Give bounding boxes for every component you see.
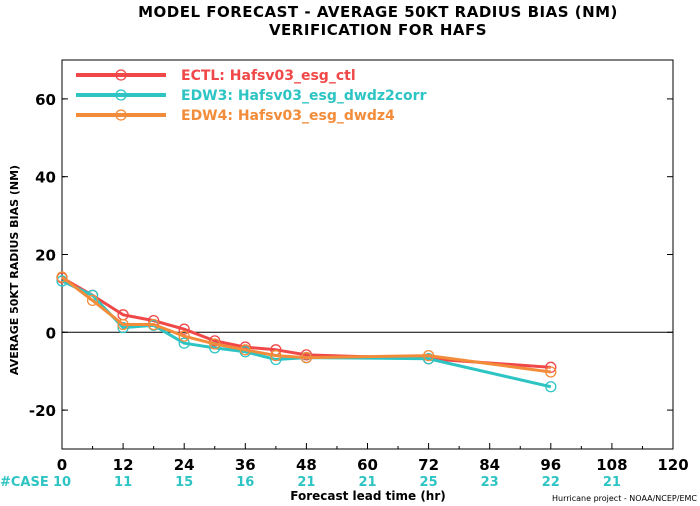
case-count: 21 — [358, 475, 376, 490]
legend-entry: EDW4: Hafsv03_esg_dwdz4 — [181, 108, 395, 124]
case-count: 16 — [236, 475, 254, 490]
series-line-2 — [61, 275, 551, 374]
credit-text: Hurricane project - NOAA/NCEP/EMC — [552, 494, 697, 503]
series-point-0 — [300, 349, 313, 361]
legend-swatch-marker — [115, 109, 127, 121]
legend-entry: ECTL: Hafsv03_esg_ctl — [181, 68, 356, 84]
case-count: 15 — [175, 475, 193, 490]
series-point-2 — [86, 294, 99, 307]
y-tick-label: 20 — [35, 247, 56, 265]
series-point-2 — [209, 338, 221, 350]
x-tick-label: 108 — [596, 456, 627, 474]
series-point-2 — [56, 271, 68, 283]
series-group — [56, 271, 557, 393]
x-tick-label: 48 — [296, 456, 317, 474]
y-axis-label: AVERAGE 50KT RADIUS BIAS (NM) — [8, 165, 21, 375]
y-tick-label: 0 — [46, 324, 56, 342]
x-tick-label: 72 — [418, 456, 439, 474]
legend: ECTL: Hafsv03_esg_ctl EDW3: Hafsv03_esg_d… — [76, 68, 427, 124]
x-axis-label: Forecast lead time (hr) — [290, 489, 446, 503]
x-tick-label: 0 — [57, 456, 67, 474]
series-point-2 — [147, 318, 160, 331]
x-tick-label: 120 — [657, 456, 688, 474]
chart-title-line2: VERIFICATION FOR HAFS — [269, 21, 487, 39]
series-point-1 — [422, 353, 435, 365]
series-line-0 — [61, 276, 551, 369]
series-point-2 — [545, 366, 557, 378]
case-count: 21 — [297, 475, 315, 490]
chart-title-line1: MODEL FORECAST - AVERAGE 50KT RADIUS BIA… — [138, 3, 618, 21]
x-tick-label: 60 — [357, 456, 378, 474]
series-point-0 — [178, 323, 190, 335]
series-line-1 — [61, 279, 552, 389]
series-point-1 — [545, 381, 557, 393]
y-tick-label: -20 — [29, 402, 56, 420]
case-count: 23 — [481, 475, 499, 490]
series-point-0 — [209, 335, 221, 347]
x-tick-label: 24 — [174, 456, 195, 474]
case-count: 11 — [114, 475, 132, 490]
case-counts: 10 11 15 16 21 21 25 23 22 21 — [53, 475, 621, 490]
x-tick-label: 96 — [540, 456, 561, 474]
legend-entry: EDW3: Hafsv03_esg_dwdz2corr — [181, 88, 427, 104]
case-count: 10 — [53, 475, 71, 490]
legend-swatch-marker — [115, 89, 127, 101]
case-label: #CASE — [0, 475, 49, 490]
y-tick-label: 40 — [35, 169, 56, 187]
y-axis-ticks: -20 0 20 40 60 — [29, 91, 673, 420]
series-point-2 — [178, 330, 190, 342]
series-point-2 — [270, 349, 282, 362]
series-point-2 — [117, 318, 129, 331]
case-count: 25 — [420, 475, 438, 490]
x-tick-label: 36 — [235, 456, 256, 474]
series-point-2 — [300, 351, 313, 364]
x-tick-label: 12 — [113, 456, 134, 474]
legend-swatch-marker — [115, 69, 127, 81]
x-axis-ticks: 0 12 24 36 48 60 72 84 96 108 120 — [57, 443, 689, 474]
series-point-2 — [239, 344, 251, 356]
x-tick-label: 84 — [479, 456, 500, 474]
series-point-2 — [422, 349, 435, 362]
series-point-0 — [545, 361, 557, 373]
y-tick-label: 60 — [35, 91, 56, 109]
series-point-1 — [178, 337, 190, 349]
case-count: 22 — [542, 475, 560, 490]
case-count: 21 — [603, 475, 621, 490]
